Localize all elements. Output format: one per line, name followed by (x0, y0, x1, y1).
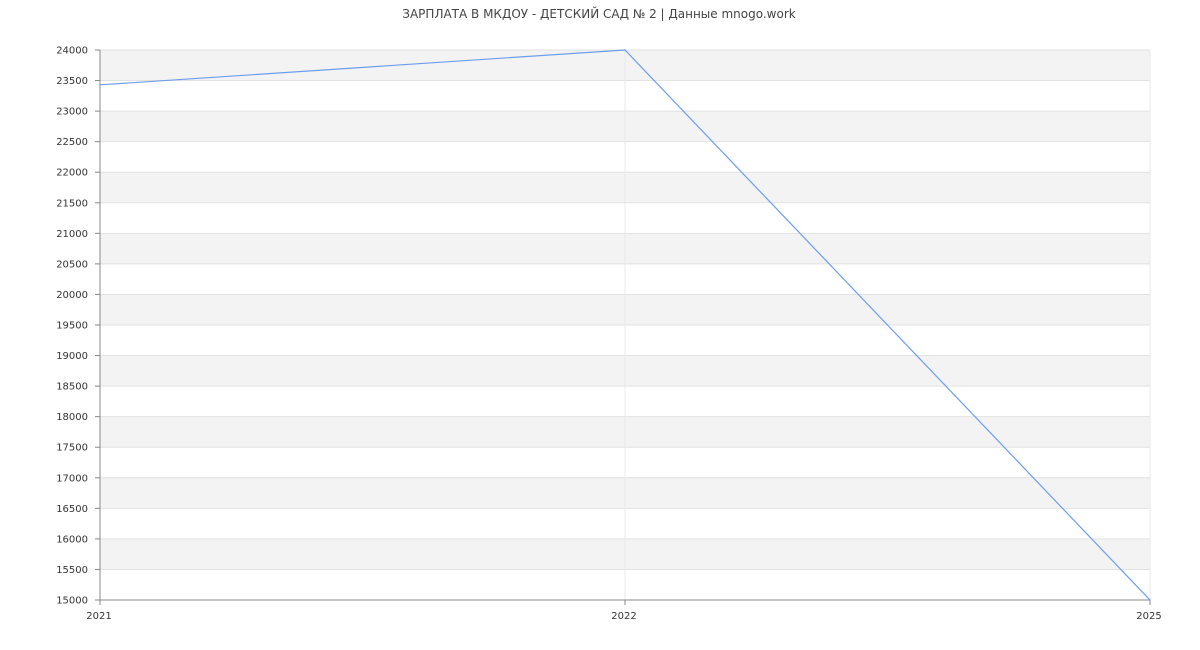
y-tick-label: 22500 (56, 137, 88, 148)
data-point (1149, 599, 1151, 601)
axes (95, 49, 1151, 605)
data-point (99, 84, 101, 86)
y-tick-label: 22000 (56, 168, 88, 179)
x-tick-label: 2022 (611, 611, 636, 622)
y-tick-label: 23000 (56, 107, 88, 118)
y-tick-label: 20500 (56, 259, 88, 270)
y-tick-label: 21500 (56, 198, 88, 209)
x-tick-label: 2021 (86, 611, 111, 622)
y-tick-label: 24000 (56, 46, 88, 57)
y-tick-label: 16500 (56, 504, 88, 515)
y-tick-label: 18000 (56, 412, 88, 423)
y-tick-labels: 15000 15500 16000 16500 17000 17500 18000 18500… (56, 46, 88, 607)
y-tick-label: 19000 (56, 351, 88, 362)
y-tick-label: 19500 (56, 321, 88, 332)
y-tick-label: 20000 (56, 290, 88, 301)
x-tick-label: 2025 (1136, 611, 1161, 622)
chart-title: ЗАРПЛАТА В МКДОУ - ДЕТСКИЙ САД № 2 | Дан… (402, 6, 795, 21)
x-tick-labels: 2021 2022 2025 (86, 611, 1161, 622)
y-tick-label: 16000 (56, 534, 88, 545)
y-tick-label: 17000 (56, 473, 88, 484)
series (99, 49, 1151, 601)
y-tick-label: 15500 (56, 565, 88, 576)
y-tick-label: 17500 (56, 443, 88, 454)
y-tick-label: 15000 (56, 596, 88, 607)
data-point (624, 49, 626, 51)
y-tick-label: 23500 (56, 76, 88, 87)
y-tick-label: 21000 (56, 229, 88, 240)
y-tick-label: 18500 (56, 382, 88, 393)
